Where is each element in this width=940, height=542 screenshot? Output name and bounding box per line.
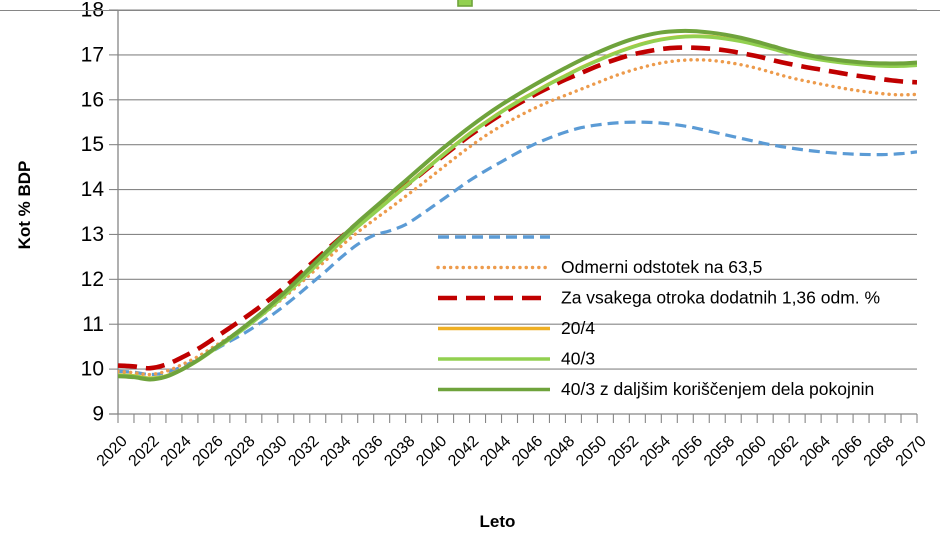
xtick-label: 2030	[253, 433, 290, 470]
ytick-label: 17	[81, 43, 104, 66]
legend-entry-40-3-daljse-label[interactable]: 40/3 z daljšim koriščenjem dela pokojnin	[561, 379, 874, 399]
xtick-label: 2024	[158, 433, 195, 470]
ytick-label: 13	[81, 223, 104, 246]
green-square-marker	[457, 0, 473, 7]
series-line-baseline-blue	[118, 120, 917, 377]
ytick-label: 9	[92, 403, 104, 426]
y-axis-title: Kot % BDP	[15, 161, 34, 250]
xtick-label: 2036	[349, 433, 386, 470]
legend-entry-20-4-label[interactable]: 20/4	[561, 318, 595, 338]
xtick-label: 2070	[893, 433, 930, 470]
xtick-label: 2022	[126, 433, 163, 470]
xtick-label: 2062	[765, 433, 802, 470]
series-line-20-4	[118, 34, 917, 380]
xtick-label: 2046	[509, 433, 546, 470]
xtick-label: 2054	[637, 433, 674, 470]
series-line-za-vsakega-otroka	[118, 45, 917, 371]
legend-entry-za-vsakega-otroka-label[interactable]: Za vsakega otroka dodatnih 1,36 odm. %	[561, 288, 880, 308]
legend-entry-40-3-label[interactable]: 40/3	[561, 349, 595, 369]
xtick-label: 2032	[285, 433, 322, 470]
ytick-label: 14	[81, 178, 105, 201]
xtick-label: 2064	[797, 433, 834, 470]
series-line-40-3-daljse-koriscenje	[118, 28, 917, 382]
ytick-label: 10	[81, 358, 104, 381]
xtick-label: 2050	[573, 433, 610, 470]
xtick-label: 2048	[541, 433, 578, 470]
x-axis-ticks: 2020202220242026202820302032203420362038…	[94, 414, 930, 470]
xtick-label: 2058	[701, 433, 738, 470]
xtick-label: 2068	[861, 433, 898, 470]
ytick-label: 12	[81, 268, 104, 291]
ytick-label: 16	[81, 88, 104, 111]
xtick-label: 2028	[221, 433, 258, 470]
xtick-label: 2066	[829, 433, 866, 470]
xtick-label: 2060	[733, 433, 770, 470]
legend-entry-odmerni-odstotek-label[interactable]: Odmerni odstotek na 63,5	[561, 257, 762, 277]
ytick-label: 15	[81, 133, 104, 156]
xtick-label: 2040	[413, 433, 450, 470]
ytick-label: 11	[82, 313, 104, 336]
chart-legend: Odmerni odstotek na 63,5 Za vsakega otrok…	[436, 235, 880, 399]
xtick-label: 2026	[190, 433, 227, 470]
xtick-label: 2020	[94, 433, 131, 470]
xtick-label: 2034	[317, 433, 354, 470]
xtick-label: 2056	[669, 433, 706, 470]
top-cutoff-legend-marker	[0, 0, 940, 12]
xtick-label: 2044	[477, 433, 514, 470]
xtick-label: 2038	[381, 433, 418, 470]
x-axis-title: Leto	[480, 512, 516, 531]
series-group	[118, 28, 917, 382]
xtick-label: 2052	[605, 433, 642, 470]
xtick-label: 2042	[445, 433, 482, 470]
